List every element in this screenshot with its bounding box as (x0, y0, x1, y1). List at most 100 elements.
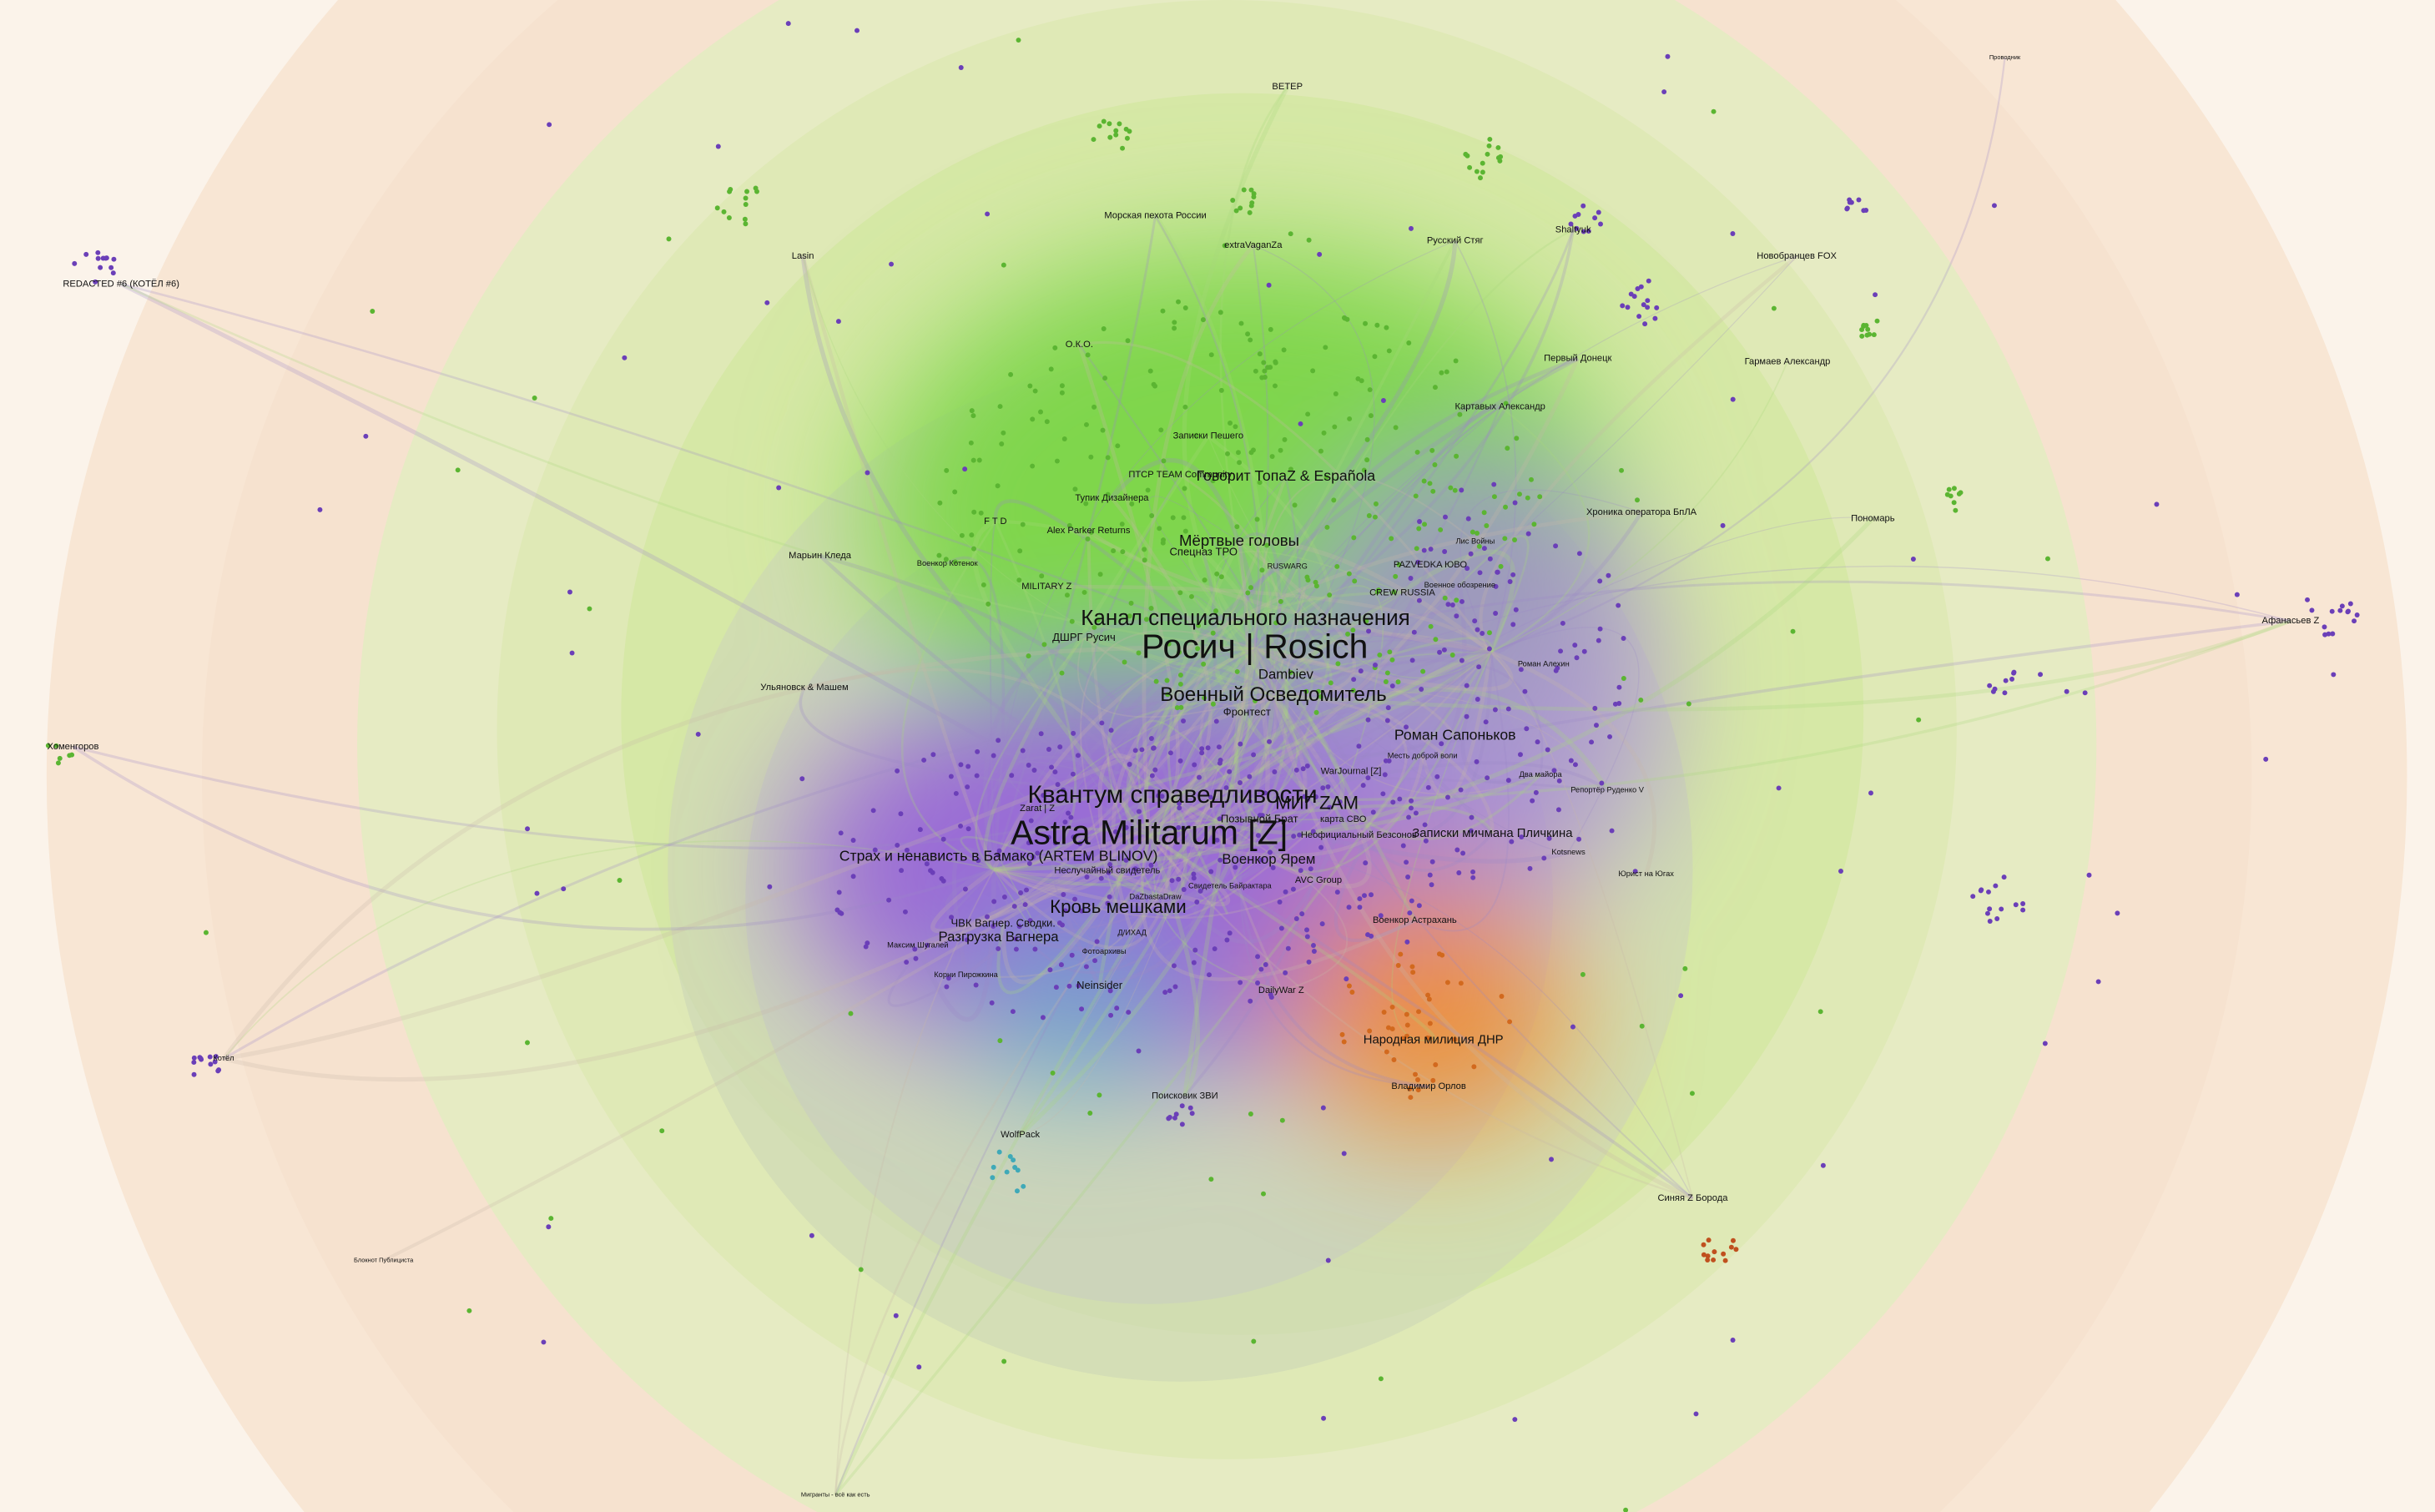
node-dot (1646, 278, 1651, 284)
node-dot (1050, 1070, 1056, 1076)
node-dot (1302, 794, 1308, 799)
node-dot (2020, 907, 2026, 913)
node-dot (1517, 752, 1523, 758)
edge (1078, 344, 1286, 697)
node-dot (1442, 595, 1448, 601)
node-dot (970, 413, 976, 419)
node-dot (1066, 522, 1072, 528)
node-dot (1055, 782, 1061, 788)
node-dot (1303, 688, 1309, 694)
node-dot (1208, 352, 1214, 358)
edge (993, 712, 1251, 870)
edge (1036, 650, 1492, 811)
node-dot (971, 509, 977, 515)
node-label: Astra Militarum [Z] (1011, 814, 1288, 852)
node-dot (1454, 613, 1459, 619)
node-label: Владимир Орлов (1391, 1081, 1465, 1091)
node-label: Котёл (213, 1054, 234, 1062)
node-label: Разгрузка Вагнера (939, 929, 1060, 945)
node-dot (1241, 187, 1247, 193)
node-dot (1101, 118, 1107, 124)
node-label: МИГ ZAM (1275, 793, 1359, 814)
node-dot (944, 467, 950, 473)
node-label: WarJournal [Z] (1321, 767, 1382, 777)
node-dot (1380, 398, 1386, 403)
node-label: RUSWARG (1268, 562, 1308, 570)
node-dot (1596, 638, 1601, 643)
node-dot (962, 466, 968, 472)
node-dot (1364, 436, 1370, 442)
node-dot (95, 249, 101, 255)
edge (1172, 619, 2291, 802)
node-dot (1406, 340, 1412, 345)
node-dot (1092, 958, 1098, 964)
node-dot (1199, 746, 1205, 752)
node-dot (948, 774, 954, 779)
node-dot (1363, 320, 1369, 326)
node-dot (991, 753, 996, 759)
node-dot (1247, 209, 1253, 215)
node-dot (1212, 946, 1218, 952)
node-dot (1179, 1103, 1185, 1109)
node-dot (1377, 652, 1383, 658)
node-dot (1304, 763, 1310, 769)
node-dot (1095, 617, 1101, 623)
edge (1254, 647, 1514, 692)
node-dot (1040, 1015, 1046, 1021)
node-dot (1156, 793, 1162, 799)
node-dot (525, 826, 531, 832)
node-dot (1313, 794, 1318, 799)
node-dot (1195, 646, 1201, 652)
node-dot (799, 776, 805, 782)
node-dot (1916, 717, 1922, 723)
node-dot (1480, 169, 1485, 175)
node-dot (1397, 796, 1403, 802)
edge (1490, 406, 1591, 653)
nodes (45, 21, 2360, 1512)
edge (1420, 651, 1493, 799)
edge (1148, 517, 1873, 836)
node-dot (1356, 743, 1362, 749)
node-dot (835, 319, 841, 325)
edge (1110, 458, 1276, 696)
node-dot (2013, 902, 2019, 908)
node-dot (455, 467, 461, 473)
node-dot (1233, 864, 1238, 870)
edge (1253, 244, 1375, 696)
node-dot (1654, 305, 1660, 310)
node-dot (1208, 1177, 1214, 1182)
node-dot (1433, 637, 1439, 643)
node-dot (743, 221, 749, 227)
node-dot (1207, 794, 1213, 800)
edge (1099, 795, 1201, 988)
node-dot (1142, 547, 1147, 552)
node-dot (1404, 1011, 1409, 1017)
node-dot (1181, 826, 1187, 832)
node-label: Говорит ТопаZ & Española (1197, 467, 1376, 484)
node-dot (1422, 822, 1428, 828)
node-dot (1224, 937, 1230, 943)
node-dot (1107, 894, 1112, 900)
edge (223, 839, 995, 1060)
node-dot (1083, 964, 1089, 970)
node-dot (889, 261, 895, 267)
node-dot (1790, 628, 1796, 634)
node-dot (1414, 449, 1420, 455)
node-dot (973, 982, 979, 988)
node-dot (1117, 121, 1122, 127)
node-dot (1052, 345, 1058, 350)
node-dot (1365, 932, 1371, 938)
node-dot (1107, 134, 1113, 140)
node-dot (1105, 491, 1111, 497)
node-dot (1510, 622, 1516, 627)
node-dot (1085, 536, 1091, 542)
node-dot (969, 532, 975, 538)
node-dot (1351, 677, 1357, 683)
node-dot (1262, 368, 1268, 374)
node-dot (1537, 494, 1543, 500)
node-dot (1213, 608, 1218, 614)
node-label: Первый Донецк (1544, 354, 1611, 364)
node-dot (1454, 597, 1459, 603)
edge (1140, 834, 1416, 981)
node-dot (1712, 1249, 1717, 1255)
